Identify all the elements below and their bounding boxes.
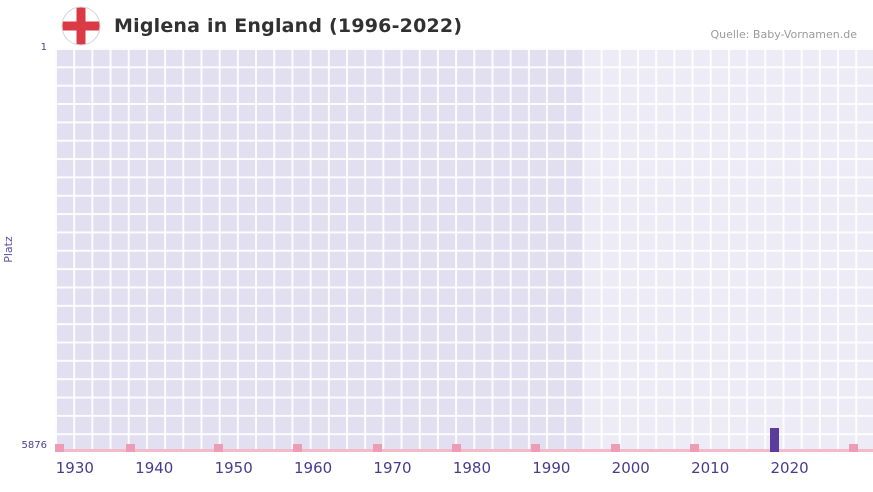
x-tick-label-2010: 2010 [691, 459, 730, 477]
x-axis-tick-labels: 1930 1940 1950 1960 1970 1980 1990 2000 2010 2020 [55, 459, 873, 481]
y-axis-min-label: 5876 [21, 440, 47, 451]
decade-marker-1958 [293, 444, 303, 452]
source-attribution: Quelle: Baby-Vornamen.de [710, 28, 857, 41]
decade-marker-2008 [690, 444, 700, 452]
x-tick-label-2000: 2000 [611, 459, 650, 477]
x-axis-line [55, 449, 873, 452]
decade-marker-2028 [849, 444, 859, 452]
x-tick-label-1980: 1980 [452, 459, 492, 477]
x-tick-label-1940: 1940 [135, 459, 174, 477]
y-axis-max-label: 1 [40, 42, 47, 53]
rank-bar-2018[interactable] [769, 428, 779, 452]
data-period-highlight [583, 48, 873, 452]
x-tick-label-1930: 1930 [55, 459, 94, 477]
x-tick-label-2020: 2020 [770, 459, 809, 477]
decade-marker-1998 [610, 444, 620, 452]
decade-marker-1968 [372, 444, 382, 452]
x-tick-label-1970: 1970 [373, 459, 412, 477]
plot-area [54, 48, 873, 452]
decade-marker-1988 [531, 444, 541, 452]
x-tick-label-1960: 1960 [294, 459, 333, 477]
decade-marker-1948 [213, 444, 223, 452]
y-axis-title: Platz [1, 236, 15, 263]
chart-title: Miglena in England (1996-2022) [114, 15, 463, 37]
x-tick-label-1990: 1990 [532, 459, 571, 477]
decade-marker-1937 [126, 444, 136, 452]
decade-marker-1978 [452, 444, 462, 452]
england-flag-icon [61, 6, 101, 46]
x-tick-label-1950: 1950 [214, 459, 253, 477]
decade-marker-1928 [54, 444, 64, 452]
